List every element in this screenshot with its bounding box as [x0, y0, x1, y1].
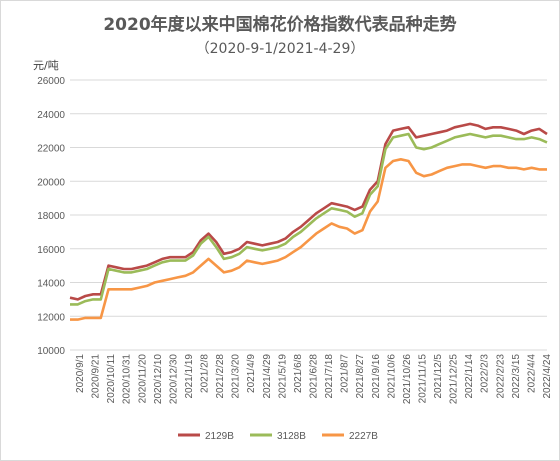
x-tick-label: 2022/2/3	[480, 354, 491, 393]
y-tick-label: 24000	[37, 110, 65, 121]
y-axis-unit-label: 元/吨	[33, 59, 59, 72]
x-tick-label: 2020/10/11	[106, 354, 117, 404]
y-tick-label: 14000	[37, 279, 65, 290]
x-tick-label: 2020/10/31	[122, 354, 133, 404]
legend-label: 2227B	[349, 431, 378, 442]
y-tick-label: 22000	[37, 144, 65, 155]
legend-label: 3128B	[277, 431, 306, 442]
y-tick-label: 18000	[37, 211, 65, 222]
x-tick-label: 2021/11/15	[417, 354, 428, 404]
x-tick-label: 2021/1/19	[184, 354, 195, 399]
x-tick-label: 2021/2/28	[215, 354, 226, 399]
x-tick-label: 2021/4/9	[246, 354, 257, 393]
series-line-2129B	[69, 122, 548, 301]
x-tick-label: 2021/2/8	[200, 354, 211, 393]
x-tick-label: 2021/9/16	[371, 354, 382, 399]
x-tick-label: 2021/6/28	[309, 354, 320, 399]
x-tick-label: 2020/12/10	[153, 354, 164, 404]
x-tick-label: 2022/2/23	[495, 354, 506, 399]
y-tick-label: 12000	[37, 312, 65, 323]
x-tick-label: 2021/8/7	[340, 354, 351, 393]
x-tick-label: 2021/10/6	[386, 354, 397, 399]
series-line-3128B	[70, 132, 548, 306]
x-tick-label: 2021/6/8	[293, 354, 304, 393]
legend-label: 2129B	[205, 431, 234, 442]
x-tick-label: 2022/4/24	[542, 354, 553, 399]
chart-title: 2020年度以来中国棉花价格指数代表品种走势	[103, 15, 457, 35]
x-tick-label: 2021/4/29	[262, 354, 273, 399]
x-tick-label: 2020/12/30	[168, 354, 179, 404]
y-tick-label: 10000	[37, 346, 65, 357]
x-tick-label: 2022/1/14	[464, 354, 475, 399]
x-tick-label: 2020/9/21	[91, 354, 102, 399]
x-tick-label: 2021/12/5	[433, 354, 444, 399]
x-tick-label: 2022/4/4	[526, 354, 537, 393]
x-tick-label: 2021/5/19	[277, 354, 288, 399]
x-tick-label: 2021/3/20	[231, 354, 242, 399]
x-tick-label: 2021/12/25	[449, 354, 460, 404]
y-tick-label: 20000	[37, 177, 65, 188]
y-tick-label: 16000	[37, 245, 65, 256]
x-tick-label: 2021/8/27	[355, 354, 366, 399]
x-tick-label: 2020/11/20	[137, 354, 148, 404]
y-tick-label: 26000	[37, 76, 65, 87]
series-line-2227B	[70, 158, 547, 321]
x-tick-label: 2021/10/26	[402, 354, 413, 404]
x-tick-label: 2020/9/1	[75, 354, 86, 393]
x-tick-label: 2022/3/15	[511, 354, 522, 399]
chart-subtitle: （2020-9-1/2021-4-29）	[195, 41, 365, 57]
x-tick-label: 2021/7/18	[324, 354, 335, 399]
